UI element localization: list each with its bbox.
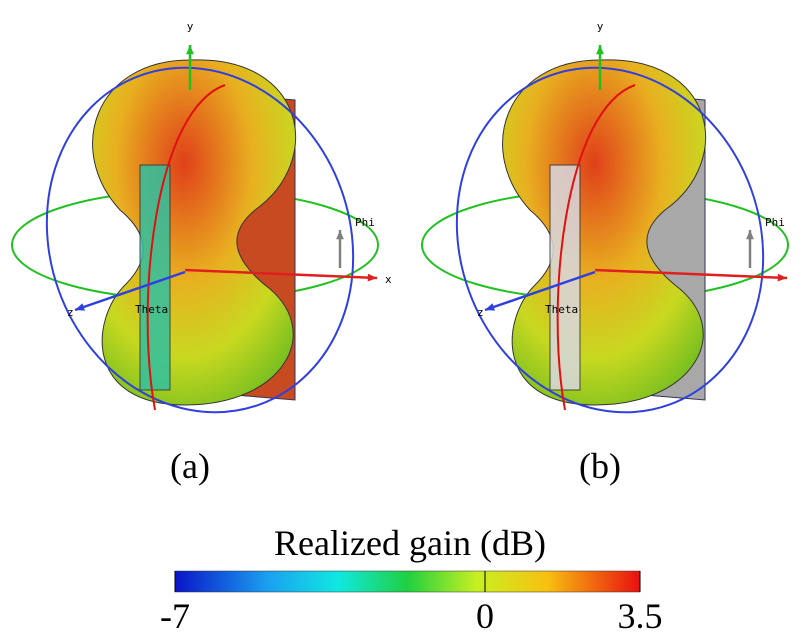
- theta-circle: [45, 66, 355, 414]
- theta-arc: [556, 84, 636, 411]
- arrow-head: [777, 273, 787, 282]
- y-axis-label: y: [597, 20, 604, 33]
- panel-b: y z Phi Theta (b): [421, 20, 789, 486]
- panel-label: (a): [170, 446, 210, 486]
- axis-arrow: [184, 268, 378, 280]
- z-axis-label: z: [477, 306, 484, 319]
- phi-label: Phi: [355, 216, 375, 229]
- theta-arc: [146, 84, 226, 411]
- colorbar-tick-label: 3.5: [618, 596, 663, 636]
- panel-label: (b): [579, 446, 621, 486]
- theta-circle: [455, 66, 765, 414]
- axis-arrow: [484, 270, 596, 312]
- colorbar: [174, 570, 641, 593]
- colorbar-tick-label: 0: [476, 596, 494, 636]
- arrow-head: [746, 230, 754, 240]
- z-axis-label: z: [67, 306, 74, 319]
- theta-label: Theta: [135, 303, 168, 316]
- arrow-head: [596, 45, 604, 55]
- x-axis-label: x: [385, 273, 392, 286]
- arrow-head: [485, 303, 495, 311]
- arrow-head: [336, 230, 344, 240]
- phi-label: Phi: [765, 216, 785, 229]
- colorbar-title: Realized gain (dB): [274, 523, 546, 563]
- arrow-head: [186, 45, 194, 55]
- colorbar-tick-label: -7: [160, 596, 190, 636]
- axis-arrow: [74, 270, 186, 312]
- panel-a: y x z Phi Theta (a): [11, 20, 392, 486]
- feed-strip: [549, 164, 581, 391]
- axis-arrow: [594, 268, 788, 280]
- y-axis-label: y: [187, 20, 194, 33]
- arrow-head: [367, 273, 377, 282]
- arrow-head: [75, 303, 85, 311]
- theta-label: Theta: [545, 303, 578, 316]
